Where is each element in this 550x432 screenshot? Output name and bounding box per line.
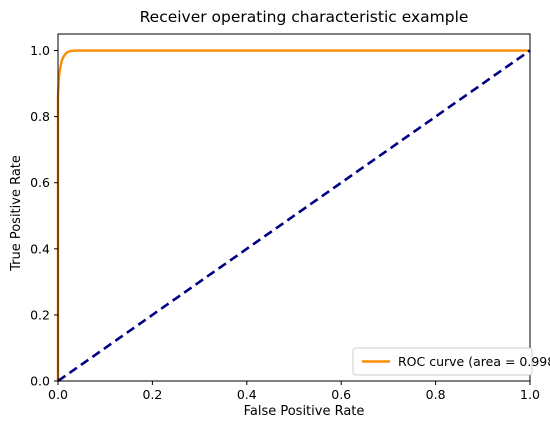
chart-title: Receiver operating characteristic exampl… — [140, 8, 469, 26]
x-tick-label: 0.8 — [426, 387, 446, 402]
plot-frame — [57, 33, 531, 382]
roc-curve-line — [56, 49, 530, 381]
y-tick-label: 0.0 — [30, 374, 50, 389]
legend: ROC curve (area = 0.9989) — [352, 347, 550, 376]
y-tick-label: 1.0 — [30, 43, 50, 58]
x-tick-label: 0.6 — [331, 387, 351, 402]
x-axis-label: False Positive Rate — [244, 404, 365, 419]
y-axis-label: True Positive Rate — [9, 155, 24, 272]
y-tick-label: 0.6 — [30, 175, 50, 190]
x-tick-label: 0.4 — [237, 387, 257, 402]
y-tick-label: 0.2 — [30, 307, 50, 322]
y-tick-label: 0.8 — [30, 109, 50, 124]
plot-area: 0.0 0.2 0.4 0.6 0.8 1.0 0.0 0.2 0.4 0.6 0.8 1.0 — [30, 33, 540, 402]
x-tick-label: 0.2 — [142, 387, 162, 402]
legend-box — [352, 347, 533, 376]
legend-label: ROC curve (area = 0.9989) — [398, 354, 550, 369]
chance-diagonal-line — [57, 49, 531, 383]
x-tick-label: 1.0 — [520, 387, 540, 402]
x-tick-label: 0.0 — [48, 387, 68, 402]
y-tick-label: 0.4 — [30, 241, 50, 256]
